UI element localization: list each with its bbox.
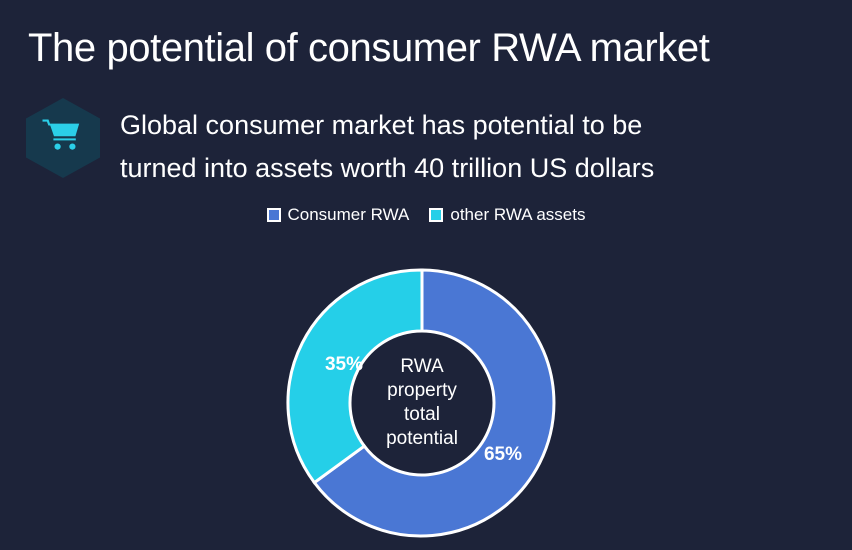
hexagon-shape: [26, 98, 100, 178]
donut-slice-other-rwa-assets: [286, 268, 424, 485]
legend-item-other-rwa-assets[interactable]: other RWA assets: [429, 205, 586, 225]
page-title: The potential of consumer RWA market: [28, 26, 710, 70]
donut-chart: 35% 65% RWA property total potential: [286, 268, 556, 538]
legend-item-consumer-rwa[interactable]: Consumer RWA: [266, 205, 410, 225]
legend-label-other-rwa-assets: other RWA assets: [450, 205, 586, 224]
badge-hexagon: [24, 97, 102, 179]
legend-swatch-icon-other-rwa-assets: [429, 208, 444, 222]
slice-value-other-rwa-assets: 35%: [325, 354, 363, 375]
chart-legend: Consumer RWA other RWA assets: [0, 205, 852, 225]
legend-label-consumer-rwa: Consumer RWA: [287, 205, 410, 224]
shopping-cart-icon: [42, 119, 80, 150]
donut-slice-consumer-rwa: [312, 268, 556, 538]
subtitle-line-2: turned into assets worth 40 trillion US …: [120, 153, 655, 183]
legend-swatch-icon-consumer-rwa: [266, 208, 281, 222]
subtitle-line-1: Global consumer market has potential to …: [120, 110, 643, 140]
subtitle: Global consumer market has potential to …: [120, 104, 780, 190]
slice-value-consumer-rwa: 65%: [484, 444, 522, 465]
